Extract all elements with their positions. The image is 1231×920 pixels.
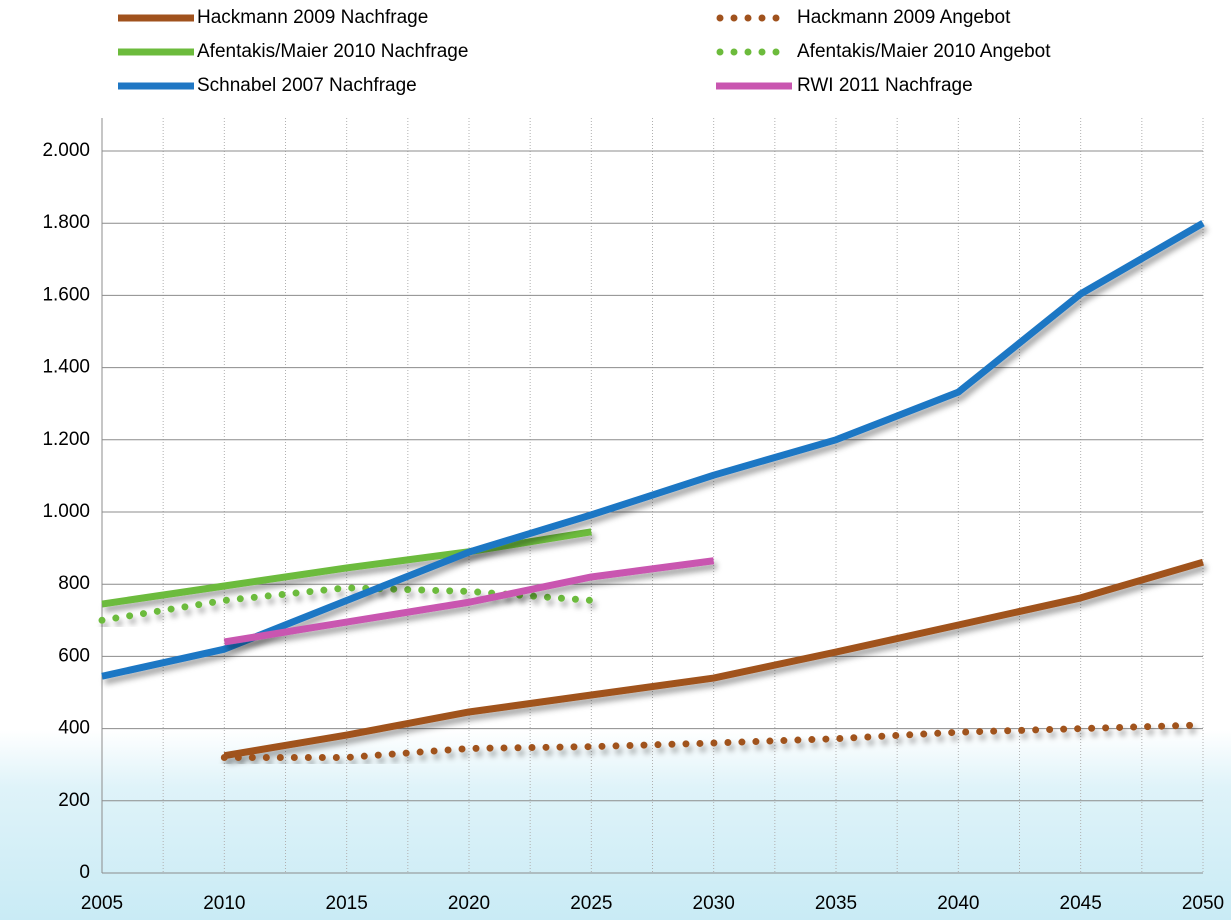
x-tick-label: 2010 — [203, 893, 245, 914]
x-tick-label: 2030 — [693, 893, 735, 914]
legend-label: Hackmann 2009 Angebot — [797, 7, 1011, 28]
lines — [98, 220, 1207, 761]
legend-label: Afentakis/Maier 2010 Angebot — [797, 41, 1051, 62]
grid — [101, 118, 1204, 874]
y-tick-label: 200 — [58, 790, 90, 811]
x-tick-label: 2005 — [81, 893, 123, 914]
y-tick-label: 0 — [79, 862, 90, 883]
y-tick-label: 1.200 — [42, 429, 90, 450]
labels: 2005 2010 2015 2020 2025 2030 2035 2040 2045 2050… — [42, 140, 1224, 914]
x-tick-label: 2045 — [1060, 893, 1102, 914]
series-line — [223, 557, 715, 646]
y-tick-label: 1.400 — [42, 357, 90, 378]
legend-label: Hackmann 2009 Nachfrage — [197, 7, 428, 28]
background-band — [0, 730, 1231, 920]
legend-label: RWI 2011 Nachfrage — [797, 75, 973, 96]
y-tick-label: 2.000 — [42, 140, 90, 161]
x-tick-label: 2020 — [448, 893, 490, 914]
series-line — [223, 558, 1204, 760]
legend-label: Schnabel 2007 Nachfrage — [197, 75, 417, 96]
y-tick-label: 1.800 — [42, 212, 90, 233]
y-tick-label: 1.000 — [42, 501, 90, 522]
x-tick-label: 2025 — [570, 893, 612, 914]
series-line — [101, 220, 1205, 680]
y-tick-label: 800 — [58, 573, 90, 594]
y-tick-label: 600 — [58, 645, 90, 666]
series-line — [220, 721, 1207, 761]
y-tick-label: 1.600 — [42, 284, 90, 305]
series-line — [98, 584, 595, 624]
legend-label: Afentakis/Maier 2010 Nachfrage — [197, 41, 468, 62]
series-line — [101, 528, 592, 608]
x-tick-label: 2040 — [937, 893, 979, 914]
x-tick-label: 2050 — [1182, 893, 1224, 914]
x-tick-label: 2015 — [326, 893, 368, 914]
y-tick-label: 400 — [58, 718, 90, 739]
legend: Hackmann 2009 Nachfrage Hackmann 2009 Ang… — [118, 7, 1051, 96]
x-tick-label: 2035 — [815, 893, 857, 914]
